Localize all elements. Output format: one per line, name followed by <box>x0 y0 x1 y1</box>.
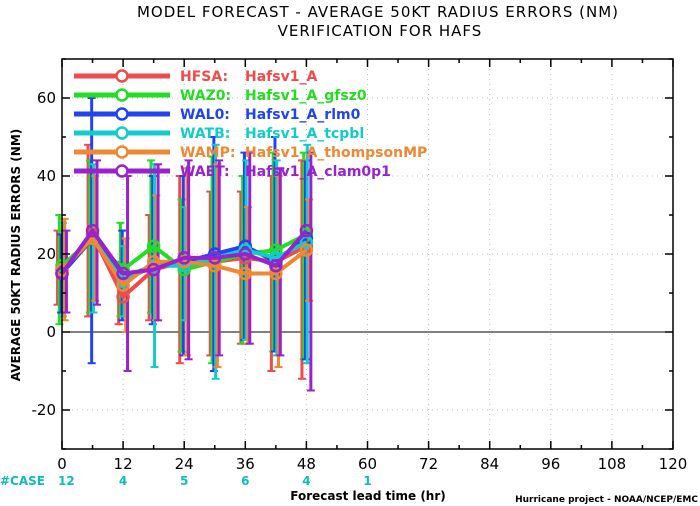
legend-entry-4: WATB: Hafsv1_A_tcpbl <box>74 126 364 142</box>
case-count: 6 <box>241 474 249 488</box>
data-point <box>208 258 222 273</box>
data-point <box>146 255 161 269</box>
legend-name: WAMP: <box>180 145 235 161</box>
legend-name: HFSA: <box>180 69 228 85</box>
legend-label: Hafsv1_A_gfsz0 <box>245 88 367 104</box>
legend-label: Hafsv1_A <box>245 69 317 85</box>
data-point <box>299 223 314 238</box>
series-line <box>60 228 308 276</box>
legend-marker <box>115 164 129 178</box>
x-tick-label: 0 <box>57 455 67 473</box>
legend-name: WAL0: <box>180 107 230 123</box>
legend-label: Hafsv1_A_thompsonMP <box>245 145 427 161</box>
x-tick-label: 96 <box>541 455 560 473</box>
y-tick-label: 0 <box>46 323 56 341</box>
data-point <box>269 258 283 273</box>
x-tick-label: 24 <box>175 455 194 473</box>
series-line-6 <box>55 223 314 281</box>
legend: HFSA: Hafsv1_A WAZ0: Hafsv1_A_gfsz0 WAL0: Haf… <box>74 69 427 180</box>
credit-text: Hurricane project - NOAA/NCEP/EMC <box>515 495 698 505</box>
legend-entry-5: WAMP: Hafsv1_A_thompsonMP <box>74 145 427 161</box>
case-count: 5 <box>180 474 188 488</box>
data-point <box>146 262 161 277</box>
legend-name: WATB: <box>180 126 230 142</box>
y-tick-label: 60 <box>37 89 56 107</box>
legend-entry-2: WAZ0: Hafsv1_A_gfsz0 <box>74 88 367 104</box>
legend-entry-3: WAL0: Hafsv1_A_rlm0 <box>74 107 361 123</box>
legend-label: Hafsv1_A_tcpbl <box>245 126 364 142</box>
x-tick-label: 48 <box>297 455 316 473</box>
data-point <box>177 251 191 265</box>
x-tick-label: 72 <box>419 455 438 473</box>
case-count: 4 <box>302 474 310 488</box>
legend-entry-6: WAET: Hafsv1_A_clam0p1 <box>74 164 391 180</box>
chart-subtitle: VERIFICATION FOR HAFS <box>278 22 483 40</box>
plot-area <box>53 97 315 392</box>
data-point <box>269 266 283 281</box>
tick-labels: 0 12 24 36 48 60 72 84 96 108 120 -20 0 20 40 60 <box>32 89 688 473</box>
x-tick-label: 120 <box>659 455 688 473</box>
legend-marker <box>115 145 129 159</box>
data-point <box>208 251 222 265</box>
case-label: #CASE <box>0 474 45 488</box>
case-count: 4 <box>119 474 127 488</box>
legend-label: Hafsv1_A_clam0p1 <box>245 164 391 180</box>
legend-marker <box>115 88 129 102</box>
axes <box>61 58 674 450</box>
x-tick-label: 60 <box>358 455 377 473</box>
x-tick-label: 36 <box>236 455 255 473</box>
legend-name: WAET: <box>180 164 230 180</box>
y-tick-label: 20 <box>37 245 56 263</box>
data-point <box>238 247 253 261</box>
legend-marker <box>115 69 129 83</box>
legend-marker <box>115 126 129 140</box>
legend-marker <box>115 107 129 121</box>
x-axis-label: Forecast lead time (hr) <box>290 489 446 503</box>
y-tick-label: -20 <box>32 401 57 419</box>
legend-label: Hafsv1_A_rlm0 <box>245 107 361 123</box>
legend-name: WAZ0: <box>180 88 231 104</box>
case-count: 12 <box>58 474 75 488</box>
case-counts: #CASE 12 4 5 6 4 1 <box>0 474 372 488</box>
data-point <box>116 266 130 281</box>
series-line <box>60 236 308 288</box>
y-tick-label: 40 <box>37 167 56 185</box>
x-tick-label: 108 <box>598 455 627 473</box>
data-point <box>146 239 161 253</box>
chart-title: MODEL FORECAST - AVERAGE 50KT RADIUS ERR… <box>137 3 619 21</box>
data-point <box>238 266 253 281</box>
case-count: 1 <box>363 474 371 488</box>
data-point <box>299 243 314 257</box>
x-tick-label: 84 <box>480 455 499 473</box>
legend-entry-1: HFSA: Hafsv1_A <box>74 69 317 85</box>
data-point <box>85 223 100 238</box>
x-tick-label: 12 <box>114 455 133 473</box>
y-axis-label: AVERAGE 50KT RADIUS ERRORS (NM) <box>9 129 23 381</box>
